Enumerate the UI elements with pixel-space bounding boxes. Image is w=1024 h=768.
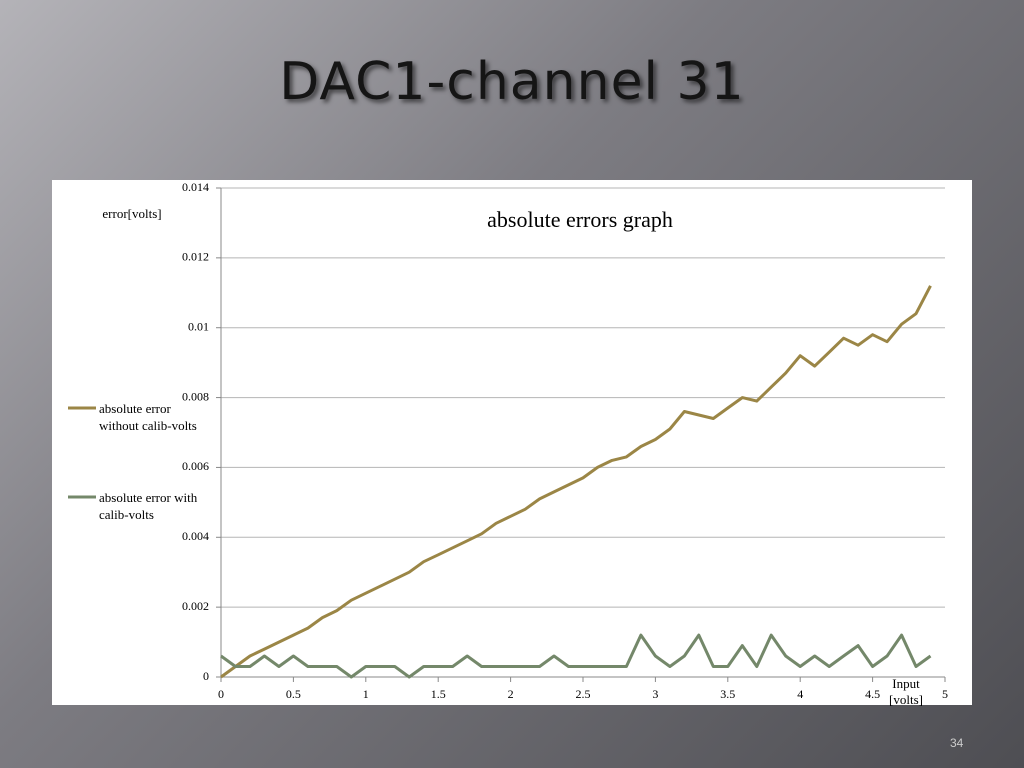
x-tick-label: 1.5 <box>431 687 446 701</box>
x-tick-label: 0 <box>218 687 224 701</box>
legend-label: absolute error with calib-volts <box>99 490 198 522</box>
x-tick-label: 3.5 <box>720 687 735 701</box>
chart: error[volts] absolute errors graph 0 0.00… <box>68 180 948 701</box>
page-number: 34 <box>950 736 964 750</box>
x-axis-label: Input [volts] <box>889 676 923 707</box>
series-line <box>220 285 932 679</box>
y-tick-label: 0.008 <box>182 389 209 403</box>
chart-box: error[volts] absolute errors graph 0 0.00… <box>52 180 972 707</box>
y-tick-label: 0.004 <box>182 529 209 543</box>
x-tick-label: 2.5 <box>576 687 591 701</box>
y-tick-label: 0.01 <box>188 319 209 333</box>
y-tick-label: 0.002 <box>182 599 209 613</box>
chart-title: absolute errors graph <box>487 207 673 232</box>
slide-title: DAC1-channel 31 <box>279 52 745 112</box>
x-tick-label: 2 <box>508 687 514 701</box>
y-tick-label: 0.012 <box>182 250 209 264</box>
legend-label: absolute error without calib-volts <box>99 401 197 433</box>
x-tick-label: 3 <box>652 687 658 701</box>
y-tick-label: 0 <box>203 669 209 683</box>
x-tick-label: 5 <box>942 687 948 701</box>
x-tick-label: 1 <box>363 687 369 701</box>
series-line <box>220 633 932 679</box>
x-tick-label: 4 <box>797 687 803 701</box>
x-tick-label: 0.5 <box>286 687 301 701</box>
y-tick-label: 0.014 <box>182 180 209 194</box>
y-axis-label: error[volts] <box>102 206 161 221</box>
x-tick-label: 4.5 <box>865 687 880 701</box>
y-tick-label: 0.006 <box>182 459 209 473</box>
